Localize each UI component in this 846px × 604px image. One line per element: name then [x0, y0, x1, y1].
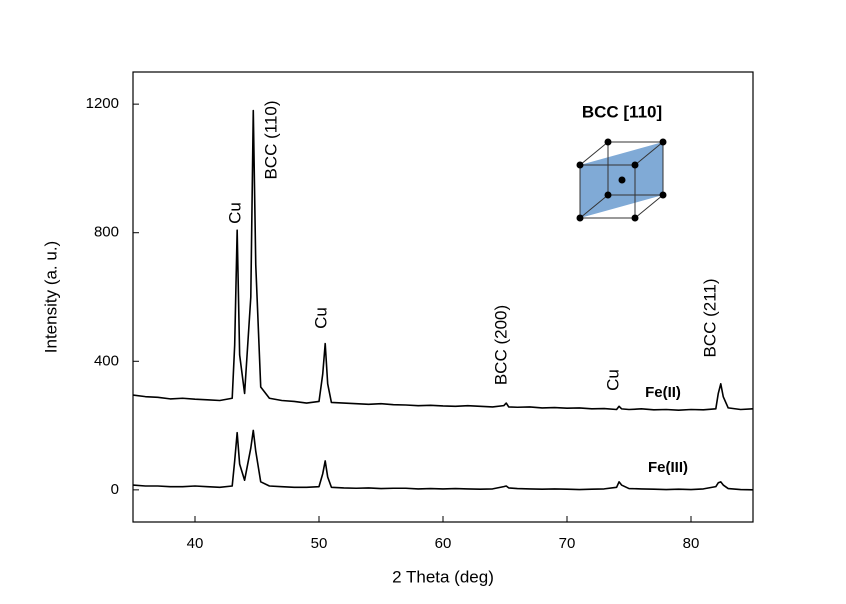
- y-tick-label: 800: [94, 224, 119, 241]
- x-tick-label: 60: [435, 535, 452, 552]
- series-line: [132, 429, 754, 491]
- y-tick-label: 400: [94, 352, 119, 369]
- peak-annotation: BCC (211): [700, 278, 719, 357]
- y-tick-label: 1200: [86, 95, 119, 112]
- peak-annotation: BCC (110): [261, 100, 280, 179]
- peak-annotation: BCC (200): [491, 305, 510, 385]
- x-tick-label: 80: [683, 535, 700, 552]
- y-tick-label: 0: [111, 481, 119, 498]
- series-label: Fe(III): [648, 459, 688, 476]
- x-tick-label: 50: [311, 535, 328, 552]
- inset-title: BCC [110]: [582, 102, 662, 121]
- series-label: Fe(II): [645, 384, 681, 401]
- cube-edges: [579, 141, 664, 219]
- plot-frame: [132, 71, 754, 523]
- cube-atoms: [576, 138, 667, 222]
- x-tick-label: 40: [187, 535, 204, 552]
- peak-annotation: Cu: [603, 369, 622, 391]
- peak-annotation: Cu: [225, 202, 244, 224]
- x-axis-title: 2 Theta (deg): [392, 567, 494, 586]
- peak-annotation: Cu: [311, 307, 330, 329]
- bcc-cube: [576, 138, 667, 222]
- x-tick-label: 70: [559, 535, 576, 552]
- series-line: [132, 109, 754, 411]
- y-axis-title: Intensity (a. u.): [41, 241, 60, 353]
